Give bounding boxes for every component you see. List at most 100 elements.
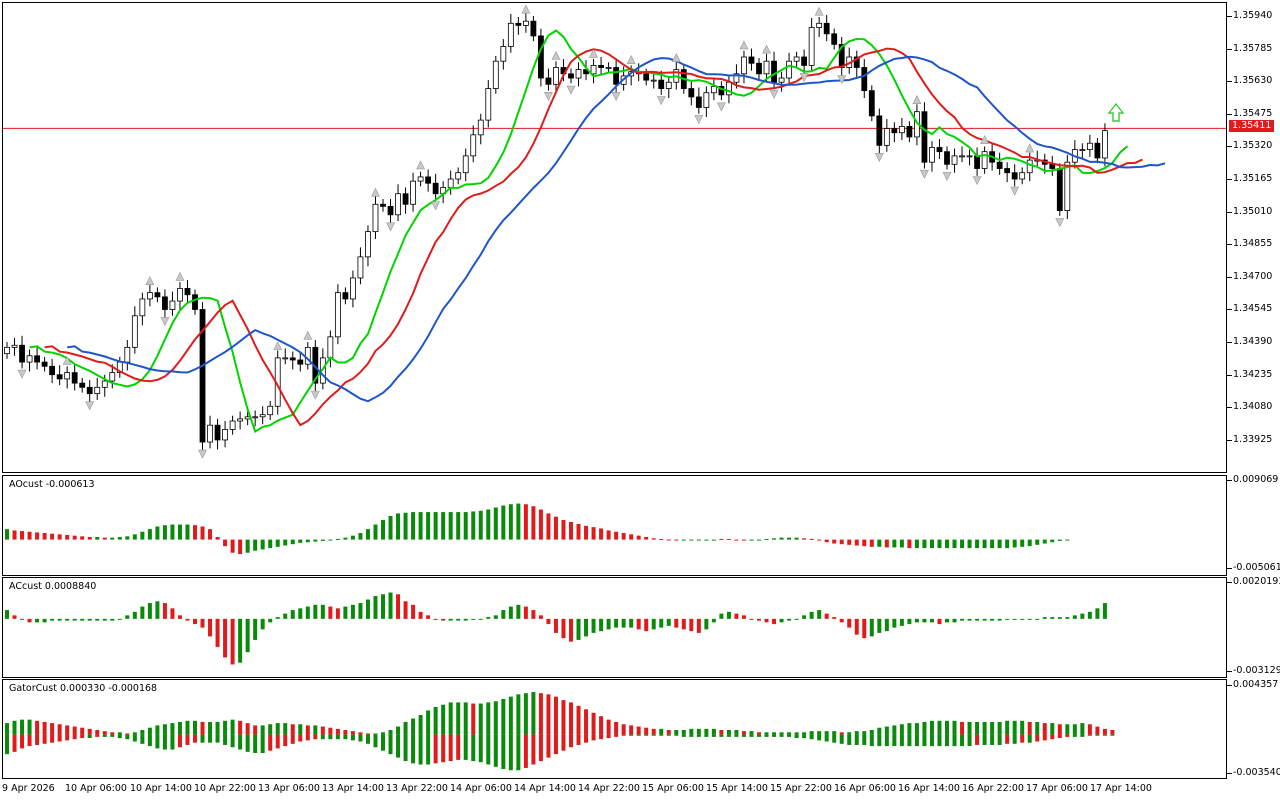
candle-body: [11, 344, 18, 348]
gator-upper-bar: [606, 719, 611, 735]
histogram-bar: [1095, 608, 1100, 619]
candle-body: [19, 344, 25, 363]
gator-lower-bar: [802, 734, 807, 739]
price-tick-label: 1.35475: [1233, 107, 1273, 119]
histogram-bar: [629, 534, 634, 540]
gator-upper-bar: [365, 733, 370, 735]
fractal-up-marker: [626, 55, 636, 65]
candle-body: [793, 56, 800, 62]
axis-tick: [1227, 309, 1232, 311]
candle-body: [703, 92, 710, 108]
histogram-bar: [599, 618, 604, 632]
gator-upper-bar: [1072, 724, 1077, 735]
gator-upper-bar: [711, 728, 716, 735]
gator-lower-bar: [411, 734, 416, 764]
gator-lower-bar: [689, 734, 694, 737]
gator-lower-bar: [456, 734, 461, 760]
candle-body: [1064, 161, 1071, 211]
gator-upper-bar: [238, 720, 243, 735]
gator-lower-bar: [1057, 734, 1062, 739]
candle-body: [49, 365, 56, 376]
histogram-bar: [125, 536, 130, 540]
axis-tick: [1227, 480, 1232, 481]
candle-body: [771, 60, 777, 83]
gator-lower-bar: [328, 734, 333, 740]
gator-upper-bar: [50, 723, 55, 735]
gator-upper-bar: [967, 721, 972, 735]
time-tick-label: 17 Apr 06:00: [1026, 783, 1088, 794]
histogram-bar: [132, 534, 137, 540]
gator-lower-bar: [869, 734, 874, 747]
histogram-bar: [290, 539, 295, 545]
histogram-bar: [478, 510, 483, 540]
histogram-bar: [681, 539, 686, 541]
histogram-bar: [854, 539, 859, 546]
histogram-bar: [975, 618, 980, 621]
price-chart-pane[interactable]: [2, 2, 1227, 473]
axis-tick: [1227, 146, 1232, 148]
gator-upper-bar: [884, 726, 889, 735]
price-tick-label: 1.35320: [1233, 140, 1273, 152]
gator-lower-bar: [117, 734, 122, 739]
candle-body: [598, 64, 604, 68]
candle-body: [891, 128, 898, 134]
histogram-bar: [456, 618, 461, 621]
histogram-bar: [117, 618, 122, 620]
ao-indicator-pane[interactable]: AOcust -0.000613: [2, 475, 1227, 576]
histogram-bar: [253, 618, 258, 640]
candle-body: [861, 67, 868, 92]
candle-body: [101, 380, 108, 388]
gator-lower-bar: [80, 734, 85, 739]
gator-upper-bar: [147, 727, 152, 735]
gator-lower-bar: [215, 734, 220, 743]
ac-indicator-pane[interactable]: ACcust 0.0008840: [2, 577, 1227, 678]
candle-body: [395, 193, 401, 216]
gator-lower-bar: [313, 734, 318, 740]
histogram-bar: [1042, 617, 1047, 619]
gator-upper-bar: [945, 720, 949, 735]
gator-lower-bar: [35, 734, 40, 745]
ac-indicator-label: ACcust 0.0008840: [9, 581, 97, 592]
gator-indicator-pane[interactable]: GatorCust 0.000330 -0.000168: [2, 679, 1227, 779]
histogram-bar: [749, 539, 754, 541]
gator-lower-bar: [704, 734, 709, 737]
gator-upper-bar: [411, 718, 416, 735]
gator-lower-bar: [990, 734, 995, 745]
histogram-bar: [230, 618, 235, 665]
histogram-bar: [553, 516, 558, 540]
candle-body: [26, 355, 33, 363]
candle-body: [688, 88, 695, 98]
candle-body: [229, 420, 236, 430]
gator-lower-bar: [223, 734, 228, 745]
gator-upper-bar: [523, 693, 528, 735]
gator-upper-bar: [230, 719, 235, 735]
fractal-down-marker: [656, 96, 666, 106]
gator-lower-bar: [1042, 734, 1047, 741]
gator-upper-bar: [283, 723, 288, 735]
price-tick-label: 1.34855: [1233, 238, 1273, 250]
histogram-bar: [907, 539, 912, 549]
histogram-bar: [584, 618, 589, 637]
candle-body: [808, 27, 815, 66]
gator-lower-bar: [516, 734, 521, 771]
candle-body: [763, 60, 770, 75]
candle-body: [410, 180, 416, 205]
fractal-down-marker: [386, 222, 396, 232]
histogram-bar: [200, 618, 205, 628]
histogram-bar: [95, 536, 100, 540]
gator-lower-bar: [1110, 734, 1115, 736]
histogram-bar: [35, 618, 40, 623]
gator-upper-bar: [1035, 721, 1040, 735]
gator-lower-bar: [132, 734, 137, 742]
candle-body: [86, 386, 93, 395]
price-tick-label: 1.35010: [1233, 205, 1273, 217]
candle-body: [94, 386, 101, 395]
candle-body: [507, 22, 514, 47]
candle-body: [357, 256, 364, 279]
histogram-bar: [892, 539, 897, 548]
histogram-bar: [245, 618, 250, 653]
gator-lower-bar: [343, 734, 348, 740]
ao-indicator-label: AOcust -0.000613: [9, 479, 95, 490]
gator-upper-bar: [854, 731, 859, 735]
candle-body: [741, 56, 747, 75]
